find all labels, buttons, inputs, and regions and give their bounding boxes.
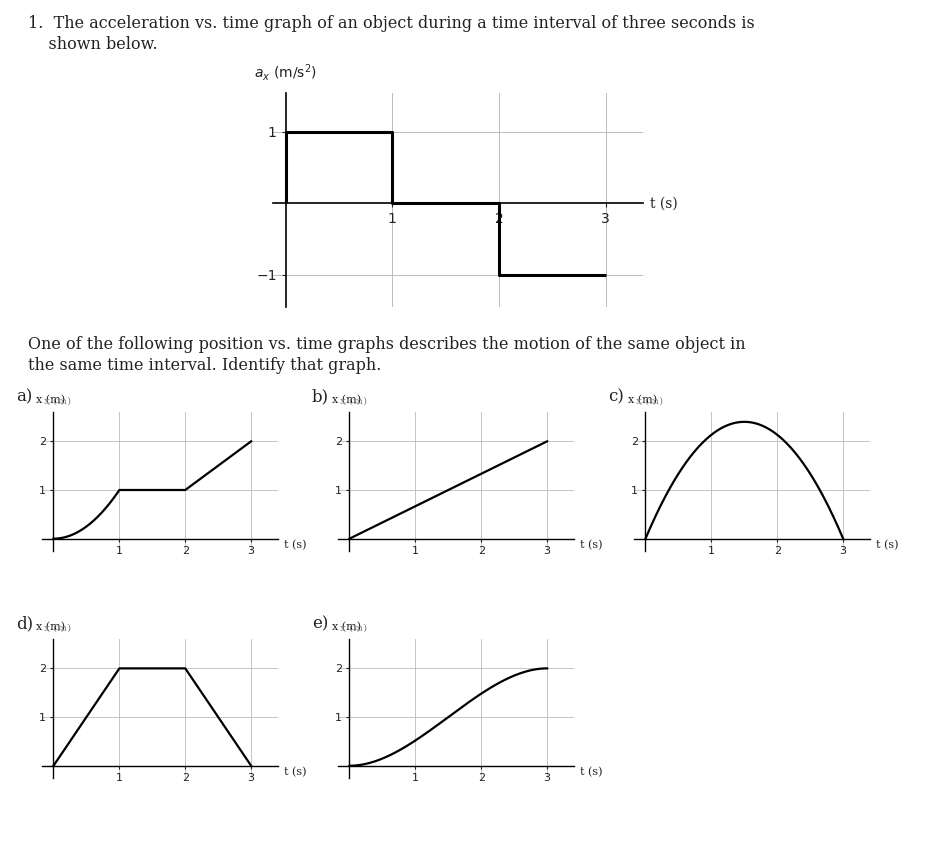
Text: t (s): t (s)	[876, 540, 898, 550]
Text: x (m): x (m)	[332, 621, 361, 632]
Text: t (s): t (s)	[580, 540, 602, 550]
Text: t (s): t (s)	[650, 196, 678, 210]
Text: a): a)	[16, 389, 32, 405]
Text: x (m): x (m)	[36, 394, 65, 405]
Text: t (s): t (s)	[284, 540, 306, 550]
Text: x (m): x (m)	[44, 396, 71, 405]
Text: b): b)	[312, 389, 329, 405]
Text: x (m): x (m)	[628, 394, 657, 405]
Text: c): c)	[608, 389, 623, 405]
Text: the same time interval. Identify that graph.: the same time interval. Identify that gr…	[28, 357, 381, 374]
Text: x (m): x (m)	[44, 623, 71, 632]
Text: x (m): x (m)	[332, 394, 361, 405]
Text: x (m): x (m)	[36, 621, 65, 632]
Text: x (m): x (m)	[636, 396, 663, 405]
Text: shown below.: shown below.	[28, 36, 157, 53]
Text: x (m): x (m)	[340, 623, 367, 632]
Text: 1.  The acceleration vs. time graph of an object during a time interval of three: 1. The acceleration vs. time graph of an…	[28, 15, 755, 32]
Text: t (s): t (s)	[580, 767, 602, 777]
Text: e): e)	[312, 616, 328, 632]
Text: d): d)	[16, 616, 33, 632]
Text: x (m): x (m)	[340, 396, 367, 405]
Text: t (s): t (s)	[284, 767, 306, 777]
Text: One of the following position vs. time graphs describes the motion of the same o: One of the following position vs. time g…	[28, 336, 746, 353]
Text: $a_x\ (\mathrm{m/s^2})$: $a_x\ (\mathrm{m/s^2})$	[254, 62, 317, 83]
